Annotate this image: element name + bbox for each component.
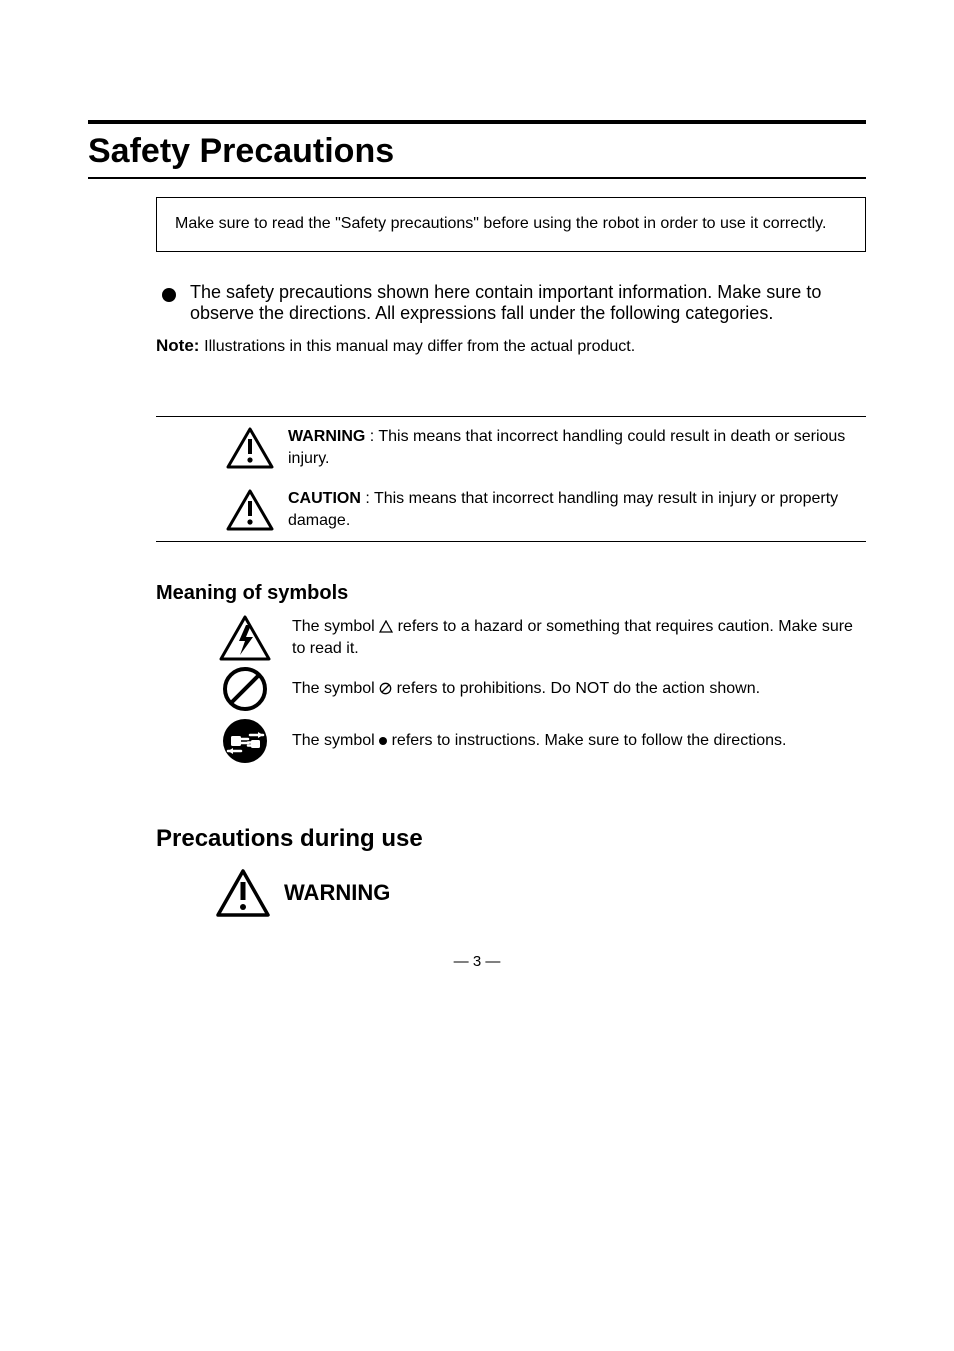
- precautions-heading: Precautions during use: [156, 825, 866, 853]
- unplug-icon: [216, 717, 274, 765]
- content: Make sure to read the "Safety precaution…: [156, 197, 866, 917]
- symbol-row-instruction: The symbol refers to instructions. Make …: [156, 717, 866, 765]
- signal-caution-bold: CAUTION: [288, 490, 361, 507]
- signal-row-warning: WARNING : This means that incorrect hand…: [156, 417, 866, 479]
- precautions-warning-row: WARNING: [156, 869, 866, 917]
- signal-table-bottom-rule: [156, 541, 866, 542]
- safety-bullet: The safety precautions shown here contai…: [156, 282, 866, 324]
- symbol-row-prohibit: The symbol refers to prohibitions. Do NO…: [156, 665, 866, 713]
- sym-instr-post: refers to instructions. Make sure to fol…: [392, 732, 787, 749]
- electric-shock-icon: [216, 615, 274, 661]
- chapter-title: Safety Precautions: [88, 132, 866, 171]
- signal-warning-label: WARNING : This means that incorrect hand…: [288, 426, 866, 469]
- note-label: Note:: [156, 336, 204, 355]
- symbol-row-hazard: The symbol refers to a hazard or somethi…: [156, 615, 866, 661]
- symbols-heading: Meaning of symbols: [156, 582, 866, 605]
- signal-caution-rest: : This means that incorrect handling may…: [288, 490, 838, 529]
- signal-row-caution: CAUTION : This means that incorrect hand…: [156, 479, 866, 541]
- warning-triangle-icon: [226, 427, 274, 469]
- sym-instr-pre: The symbol: [292, 732, 379, 749]
- signal-caution-label: CAUTION : This means that incorrect hand…: [288, 488, 866, 531]
- mini-dot-icon: [379, 737, 387, 745]
- precautions-warning-label: WARNING: [284, 880, 390, 906]
- sym-prohibit-post: refers to prohibitions. Do NOT do the ac…: [397, 680, 760, 697]
- chapter-bottom-rule: [88, 177, 866, 179]
- safety-bullet-text: The safety precautions shown here contai…: [190, 282, 866, 324]
- precautions-warning-icon: [216, 869, 270, 917]
- symbol-hazard-text: The symbol refers to a hazard or somethi…: [292, 616, 866, 659]
- sym-prohibit-pre: The symbol: [292, 680, 379, 697]
- symbol-prohibit-text: The symbol refers to prohibitions. Do NO…: [292, 678, 866, 700]
- note-text: Illustrations in this manual may differ …: [204, 338, 635, 355]
- mini-prohibit-icon: [379, 682, 392, 695]
- signal-warning-rest: : This means that incorrect handling cou…: [288, 428, 845, 467]
- caution-triangle-icon: [226, 489, 274, 531]
- sym-hazard-pre: The symbol: [292, 618, 379, 635]
- symbol-instruction-text: The symbol refers to instructions. Make …: [292, 730, 866, 752]
- page: Safety Precautions Make sure to read the…: [0, 0, 954, 1000]
- chapter-top-rule: [88, 120, 866, 124]
- prohibition-icon: [216, 665, 274, 713]
- safety-note: Note: Illustrations in this manual may d…: [156, 336, 866, 356]
- safety-box: Make sure to read the "Safety precaution…: [156, 197, 866, 252]
- mini-triangle-icon: [379, 620, 393, 633]
- page-number: — 3 —: [88, 953, 866, 970]
- signal-warning-bold: WARNING: [288, 428, 365, 445]
- bullet-dot-icon: [162, 288, 176, 302]
